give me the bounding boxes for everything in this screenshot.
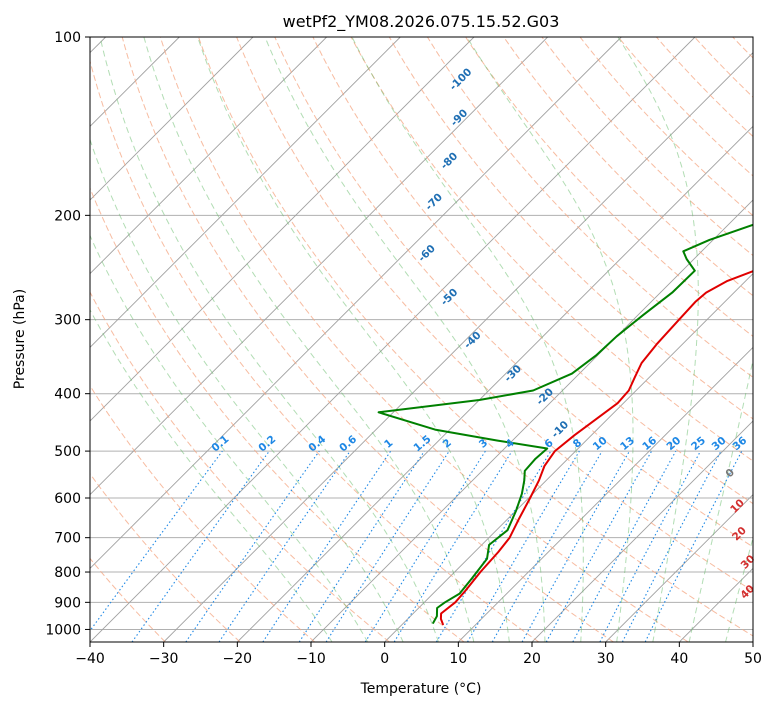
moist-adiabat-line <box>264 37 546 642</box>
y-tick-label: 300 <box>54 313 81 329</box>
moist-adiabat-line <box>90 138 404 642</box>
mixing-ratio-line <box>185 450 320 642</box>
dewpoint-profile-line <box>377 223 753 624</box>
mixing-ratio-line <box>90 450 223 632</box>
x-tick-label: −40 <box>75 651 105 667</box>
mixing-ratio-line <box>545 450 653 642</box>
x-tick-label: −10 <box>296 651 326 667</box>
y-tick-label: 900 <box>54 595 81 611</box>
dry-adiabat-line <box>90 59 540 642</box>
dry-adiabat-line <box>541 37 753 257</box>
dry-adiabat-line <box>236 37 753 592</box>
mixing-ratio-line <box>218 450 351 642</box>
moist-adiabat-line <box>197 37 510 642</box>
isotherm-line <box>90 37 254 201</box>
isotherm-line <box>237 125 753 642</box>
y-tick-label: 700 <box>54 531 81 547</box>
isotherm-line <box>90 37 696 642</box>
isotherm-line <box>531 420 753 642</box>
moist-adiabat-line <box>143 37 475 642</box>
dry-adiabat-line <box>198 37 753 637</box>
x-tick-label: −20 <box>223 651 253 667</box>
chart-title: wetPf2_YM08.2026.075.15.52.G03 <box>283 12 560 32</box>
moist-adiabat-line <box>688 357 753 642</box>
mixing-ratio-line <box>491 450 603 642</box>
isotherm-line <box>90 37 548 496</box>
isotherm-line <box>163 52 753 642</box>
isotherm-line <box>90 37 327 275</box>
dry-adiabat-line <box>121 37 614 642</box>
x-axis-label: Temperature (°C) <box>360 681 482 697</box>
mixing-ratio-line <box>364 450 486 642</box>
x-tick-label: 50 <box>744 651 762 667</box>
moist-adiabat-line <box>466 37 634 642</box>
x-tick-label: −30 <box>149 651 179 667</box>
x-tick-label: 40 <box>670 651 688 667</box>
isotherm-line <box>384 273 753 642</box>
profile-lines <box>377 223 753 626</box>
y-tick-label: 1000 <box>45 622 81 638</box>
y-tick-label: 800 <box>54 565 81 581</box>
isotherm-line <box>90 37 475 422</box>
mixing-ratio-line <box>467 450 580 642</box>
mixing-ratio-line <box>393 450 513 642</box>
moist-adiabat-line <box>351 37 584 642</box>
x-tick-label: 20 <box>523 651 541 667</box>
isotherm-line <box>605 494 753 642</box>
dry-adiabat-line <box>159 37 689 642</box>
dry-adiabat-line <box>90 384 316 642</box>
isotherm-line <box>90 37 622 569</box>
isotherm-line <box>90 37 401 348</box>
dry-adiabat-line <box>312 37 753 505</box>
y-tick-label: 100 <box>54 30 81 46</box>
dry-adiabat-line <box>90 291 390 642</box>
mixing-ratio-line <box>572 450 677 642</box>
y-tick-label: 500 <box>54 444 81 460</box>
moist-adiabat-line <box>99 37 439 642</box>
moist-adiabat-line <box>90 234 369 642</box>
background-lines <box>90 37 753 642</box>
dry-adiabat-line <box>90 186 465 642</box>
mixing-ratio-line <box>325 450 450 642</box>
axes: −40 −30 −20 −10 0 10 20 30 40 50 100 200 300 400 500 60… <box>45 30 762 667</box>
dry-adiabat-line <box>579 37 753 217</box>
mixing-ratio-line <box>435 450 552 642</box>
temperature-profile-line <box>439 270 753 626</box>
moist-adiabat-line <box>617 37 699 642</box>
y-tick-label: 200 <box>54 208 81 224</box>
mixing-ratio-line <box>521 450 630 642</box>
isotherm-line <box>458 346 753 642</box>
mixing-ratio-line <box>131 450 270 642</box>
plot-frame <box>89 36 754 643</box>
x-tick-label: 10 <box>449 651 467 667</box>
x-tick-label: 30 <box>597 651 615 667</box>
dry-adiabat-line <box>350 37 753 462</box>
plot-background <box>90 37 753 642</box>
y-tick-label: 400 <box>54 387 81 403</box>
moist-adiabat-line <box>725 536 753 642</box>
y-tick-label: 600 <box>54 491 81 507</box>
x-tick-label: 0 <box>380 651 389 667</box>
dry-adiabat-line <box>90 472 241 642</box>
moist-adiabat-line <box>90 308 333 642</box>
y-axis-label: Pressure (hPa) <box>12 289 28 389</box>
